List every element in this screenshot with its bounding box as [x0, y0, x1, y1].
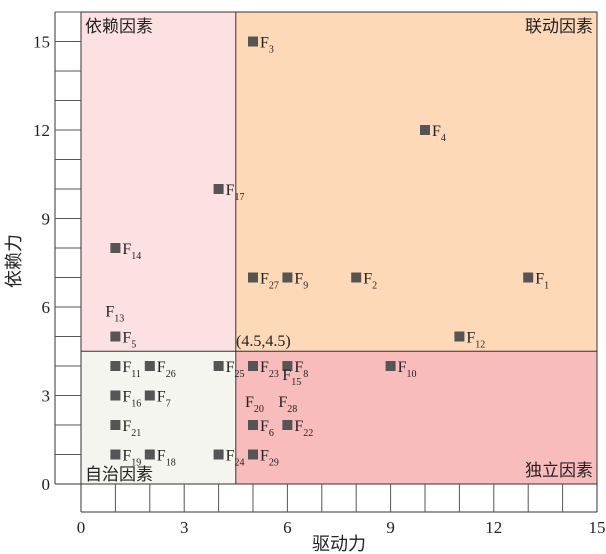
point-label: F7: [157, 389, 171, 410]
point-marker: [282, 361, 293, 371]
point-label: F19: [122, 448, 141, 469]
quadrant-label-bottom-right: 独立因素: [525, 461, 593, 481]
y-tick-label: 12: [33, 121, 50, 140]
y-axis-title: 依赖力: [4, 234, 25, 288]
point-label: F18: [157, 448, 176, 469]
point-label: F15: [282, 367, 301, 388]
point-marker: [248, 420, 258, 430]
point-label: F28: [278, 394, 297, 415]
point-label: F20: [245, 394, 264, 415]
point-label: F11: [122, 359, 141, 380]
point-marker: [248, 449, 258, 460]
point-label: F26: [157, 359, 176, 380]
quadrant-label-bottom-left: 自治因素: [85, 465, 153, 485]
x-tick-label: 3: [180, 518, 189, 537]
point-marker: [110, 390, 121, 401]
point-layer: F1 F2 F3 F4 F5 F6 F7 F8 F9 F10 F11 F12 F13 F14 F15 F16 F…: [105, 35, 549, 469]
quadrant-layer: [80, 11, 598, 485]
x-tick-label: 0: [77, 518, 86, 537]
quadrant-label-top-left: 依赖因素: [85, 17, 153, 37]
point-label: F4: [432, 123, 446, 144]
point-label: F1: [535, 271, 549, 292]
point-marker: [213, 184, 224, 194]
tick-layer: 0 3 6 9 12 15 0 3 6 9 12 15: [33, 11, 606, 537]
quadrant-label-top-right: 联动因素: [525, 17, 593, 37]
point-marker: [110, 361, 121, 371]
point-label: F23: [260, 359, 279, 380]
x-axis-title: 驱动力: [312, 534, 366, 554]
x-tick-label: 12: [485, 518, 502, 537]
point-marker: [248, 361, 258, 371]
point-label: F2: [363, 271, 377, 292]
y-tick-label: 15: [33, 33, 50, 52]
quadrant-top-right: [235, 12, 598, 352]
point-marker: [144, 449, 155, 460]
point-marker: [213, 449, 224, 460]
point-label: F6: [260, 418, 274, 439]
point-label: F24: [226, 448, 245, 469]
point-label: F17: [226, 182, 245, 203]
y-tick-label: 3: [42, 387, 51, 406]
x-tick-label: 6: [283, 518, 292, 537]
point-marker: [282, 420, 293, 430]
point-label: F21: [122, 418, 141, 439]
point-marker: [351, 272, 362, 283]
point-label: F14: [122, 241, 141, 262]
point-label: F10: [398, 359, 417, 380]
quadrant-bottom-right: [235, 351, 598, 484]
point-marker: [248, 36, 258, 47]
point-label: F25: [226, 359, 245, 380]
x-tick-label: 15: [589, 518, 606, 537]
point-marker: [110, 449, 121, 460]
y-tick-label: 6: [42, 298, 51, 317]
point-marker: [110, 331, 121, 342]
point-marker: [420, 125, 430, 135]
point-marker: [213, 361, 224, 371]
quadrant-top-left: [81, 12, 236, 352]
point-marker: [282, 272, 293, 283]
point-label: F5: [122, 330, 136, 351]
point-label: F27: [260, 271, 279, 292]
point-label: F9: [294, 271, 308, 292]
quadrant-bottom-left: [81, 351, 236, 484]
point-label: F13: [105, 304, 124, 325]
point-label: F22: [294, 418, 313, 439]
divider-annotation: (4.5,4.5): [236, 333, 291, 350]
point-marker: [248, 272, 258, 283]
y-tick-label: 0: [42, 475, 51, 494]
point-marker: [144, 361, 155, 371]
point-label: F29: [260, 448, 279, 469]
point-label: F12: [466, 330, 485, 351]
y-tick-label: 9: [42, 210, 51, 229]
point-marker: [454, 331, 465, 342]
point-marker: [110, 420, 121, 430]
x-tick-label: 9: [386, 518, 395, 537]
point-label: F3: [260, 35, 274, 56]
point-marker: [144, 390, 155, 401]
point-label: F16: [122, 389, 141, 410]
point-marker: [523, 272, 534, 283]
point-marker: [385, 361, 396, 371]
point-marker: [110, 243, 121, 253]
point-label: F8: [294, 359, 308, 380]
